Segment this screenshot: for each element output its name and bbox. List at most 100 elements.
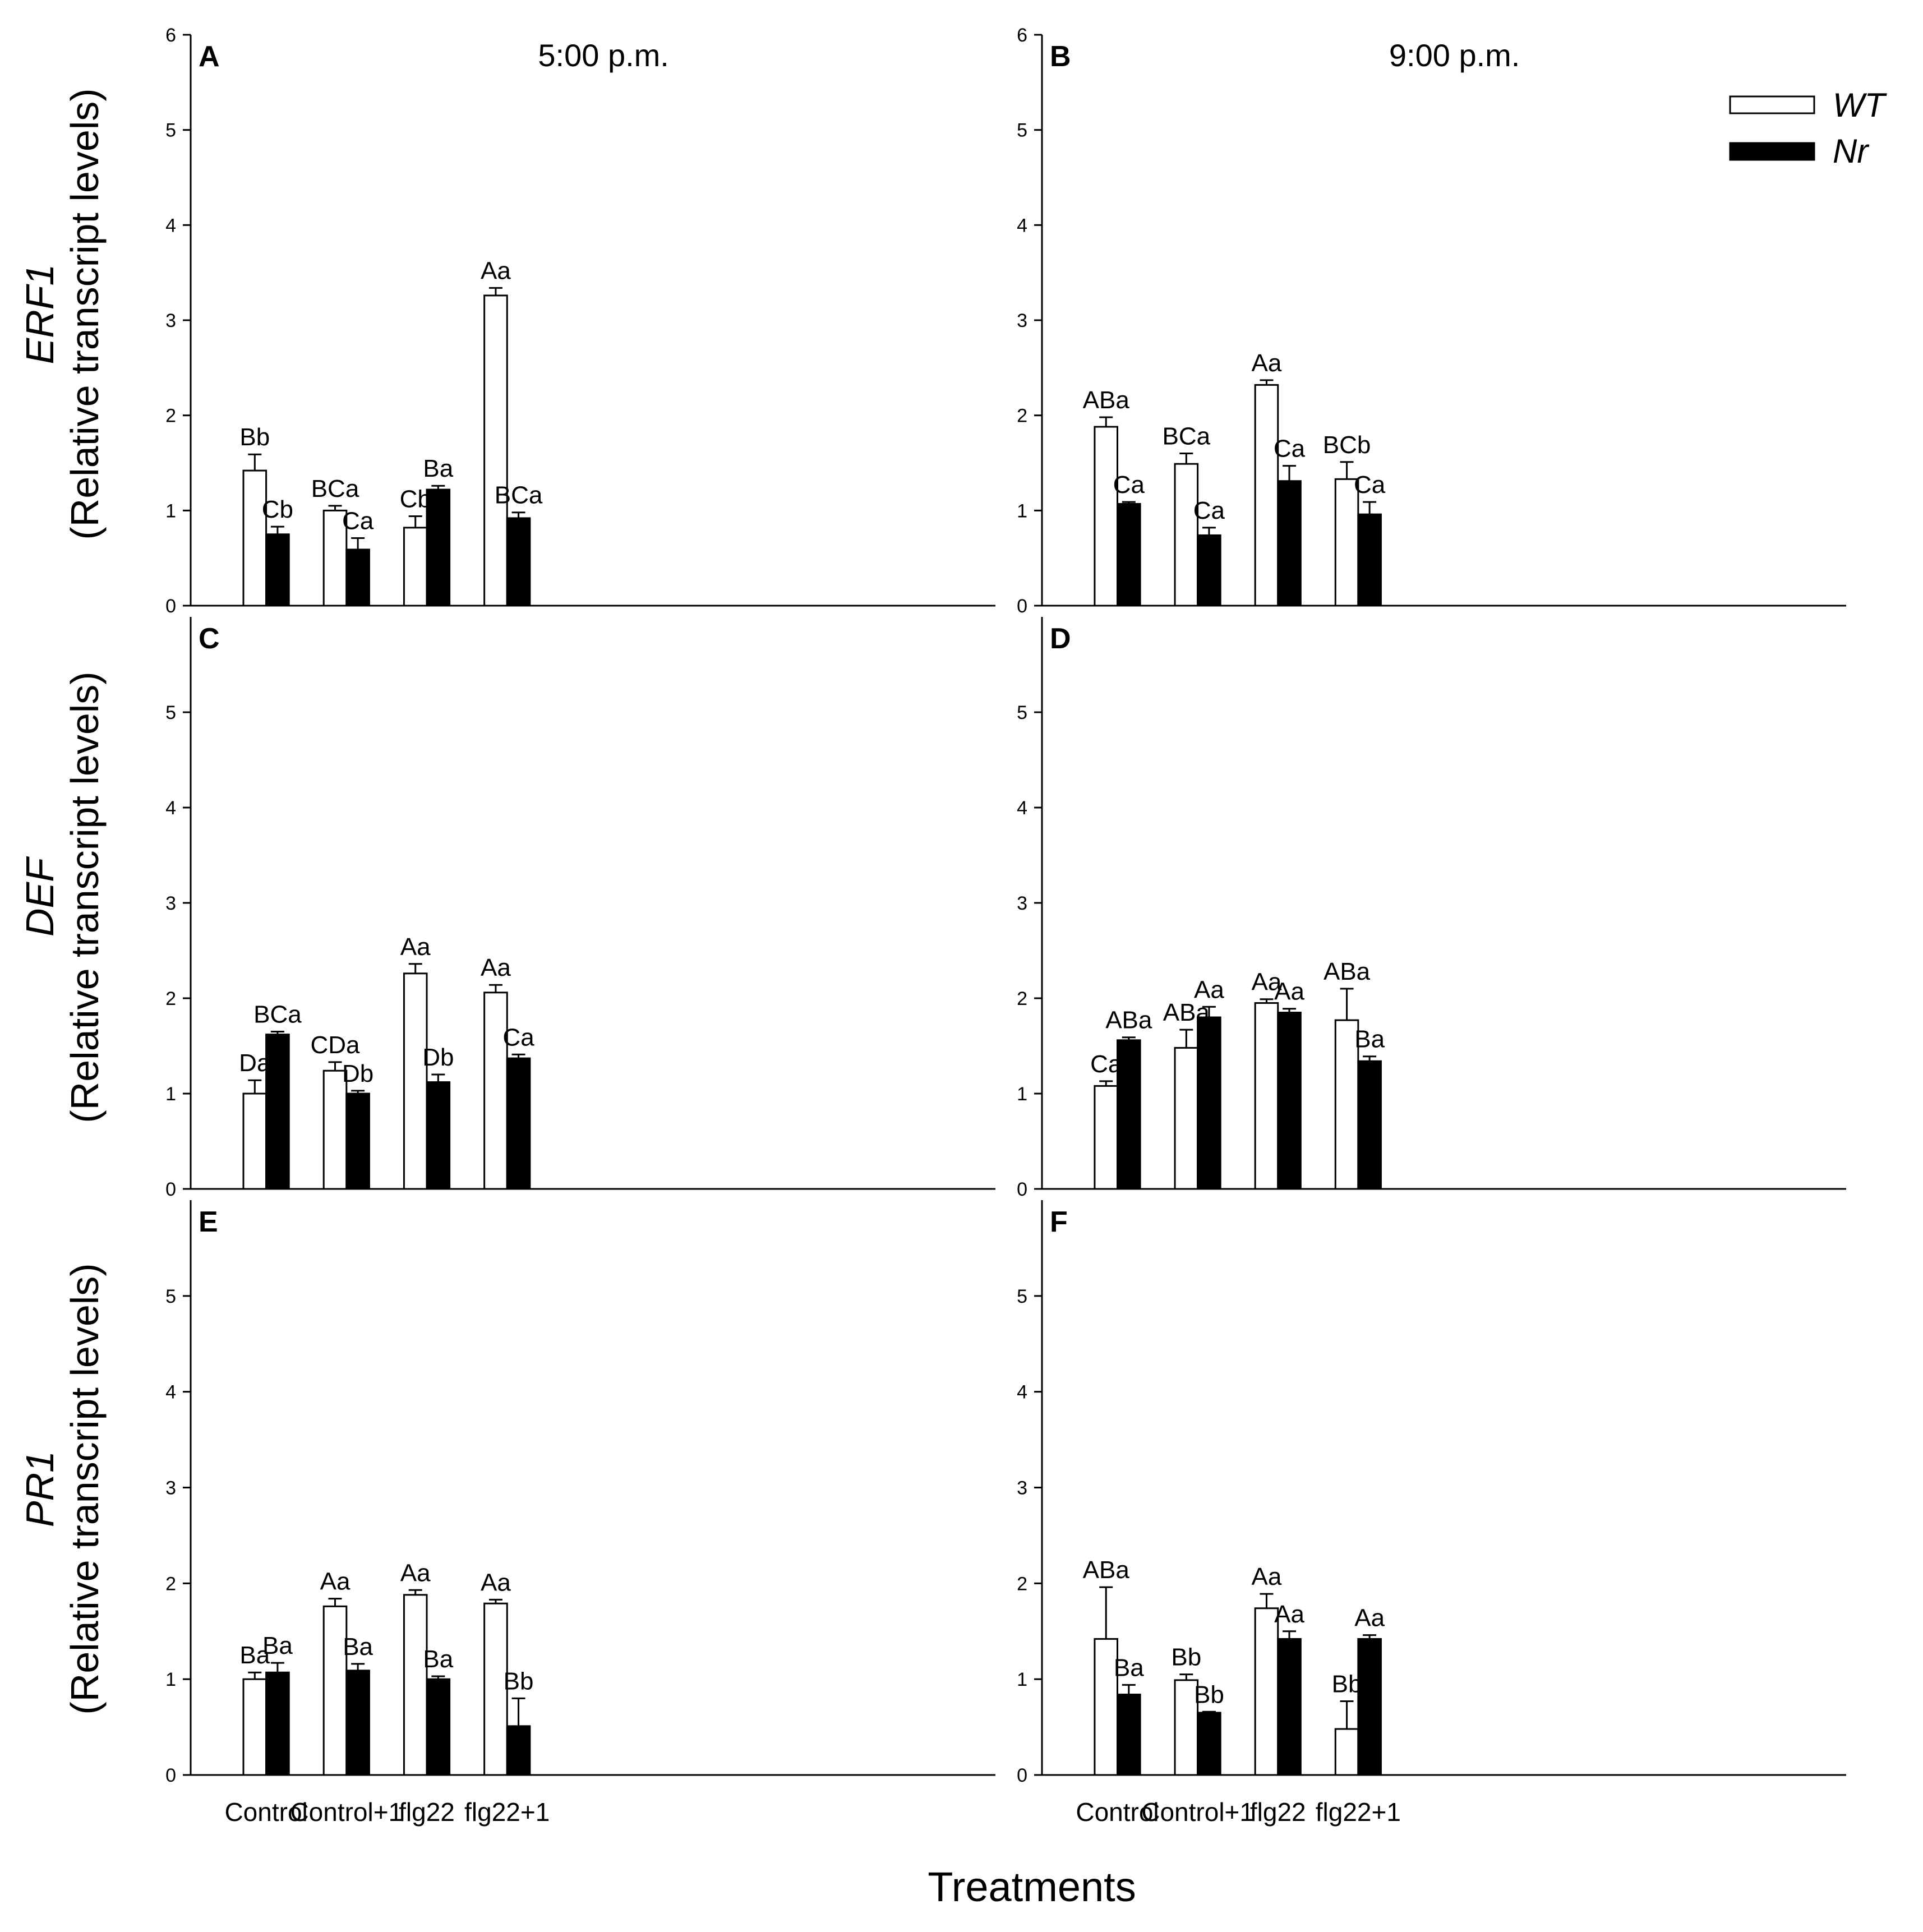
- significance-letter: Aa: [481, 1569, 511, 1596]
- significance-letter: Ba: [343, 1633, 373, 1661]
- significance-letter: ABa: [1105, 1007, 1152, 1034]
- significance-letter: Aa: [1252, 1563, 1282, 1590]
- significance-letter: Ba: [423, 455, 453, 482]
- bar-nr: [1277, 480, 1302, 607]
- legend-swatch-wt: [1729, 95, 1815, 114]
- bar-nr: [426, 488, 451, 607]
- bar-wt: [403, 972, 428, 1190]
- bar-nr: [1357, 513, 1382, 607]
- bar-wt: [1094, 1085, 1119, 1190]
- y-axis-relative-erf1: (Relative transcript levels): [63, 88, 107, 540]
- bar-wt: [1094, 426, 1119, 607]
- y-tick-label: 2: [165, 405, 176, 427]
- bar-nr: [1197, 1712, 1221, 1776]
- y-tick-label: 1: [1017, 1083, 1027, 1105]
- bar-wt: [1254, 1002, 1279, 1190]
- significance-letter: Ca: [502, 1023, 534, 1051]
- y-tick-label: 1: [165, 1083, 176, 1105]
- y-axis-title-erf1: ERF1 (Relative transcript levels): [18, 88, 107, 540]
- bar-nr: [345, 1092, 370, 1190]
- panel-e: 012345EBaBaControlAaBaControl+1AaBaflg22…: [165, 1200, 995, 1827]
- bar-nr: [1117, 1039, 1141, 1190]
- y-tick-label: 1: [165, 500, 176, 522]
- significance-letter: BCa: [495, 482, 543, 509]
- significance-letter: Bb: [1171, 1644, 1201, 1671]
- bar-nr: [1197, 1016, 1221, 1190]
- x-tick-label: Control: [224, 1797, 307, 1827]
- significance-letter: Cb: [262, 496, 293, 523]
- bar-nr: [345, 1670, 370, 1776]
- y-axis-gene-def: DEF: [18, 856, 62, 937]
- bar-wt: [403, 1594, 428, 1776]
- bar-wt: [1334, 478, 1359, 607]
- significance-letter: Ba: [1114, 1654, 1144, 1681]
- bar-nr: [1277, 1638, 1302, 1776]
- bar-nr: [506, 517, 531, 607]
- bar-wt: [483, 1602, 508, 1776]
- bar-wt: [242, 469, 268, 607]
- y-tick-label: 3: [165, 893, 176, 914]
- bar-nr: [426, 1081, 451, 1190]
- y-tick-label: 0: [165, 1179, 176, 1200]
- significance-letter: Aa: [1194, 976, 1224, 1003]
- y-tick-label: 1: [165, 1669, 176, 1690]
- y-axis-gene-pr1: PR1: [18, 1451, 62, 1527]
- panel-a: 0 1 2 3 4 5 6 A 5:00 p.m. Bb Cb BCa Ca Cb Ba Aa BCa: [165, 25, 995, 617]
- significance-letter: Cb: [400, 486, 431, 513]
- significance-letter: ABa: [1083, 386, 1130, 414]
- time-label: 5:00 p.m.: [538, 38, 668, 73]
- panel-letter: E: [199, 1206, 218, 1238]
- x-tick-label: Control+1: [1141, 1797, 1254, 1827]
- x-tick-label: flg22+1: [464, 1797, 550, 1827]
- bar-wt: [1334, 1728, 1359, 1776]
- bar-nr: [1357, 1060, 1382, 1190]
- bar-wt: [1254, 1607, 1279, 1776]
- significance-letter: Bb: [1194, 1681, 1224, 1708]
- y-tick-label: 5: [165, 702, 176, 723]
- significance-letter: BCa: [311, 475, 359, 502]
- y-tick-label: 3: [1017, 893, 1027, 914]
- legend-label-nr: Nr: [1833, 132, 1869, 170]
- y-tick-label: 2: [1017, 988, 1027, 1009]
- significance-letter: Aa: [1274, 978, 1304, 1006]
- significance-letter: Aa: [1274, 1601, 1304, 1628]
- panel-letter: C: [199, 623, 220, 655]
- significance-letter: Aa: [1252, 349, 1282, 377]
- significance-letter: Aa: [400, 933, 431, 961]
- bar-nr: [1357, 1638, 1382, 1776]
- significance-letter: Ca: [1274, 435, 1306, 463]
- bar-nr: [506, 1057, 531, 1190]
- bar-wt: [1174, 1046, 1199, 1190]
- legend-label-wt: WT: [1833, 86, 1888, 124]
- significance-letter: Ca: [1113, 471, 1145, 499]
- significance-letter: Ca: [342, 508, 374, 535]
- bar-wt: [322, 1605, 348, 1776]
- bar-wt: [242, 1092, 268, 1190]
- significance-letter: Aa: [400, 1559, 431, 1587]
- significance-letter: Aa: [320, 1568, 351, 1596]
- panel-letter: D: [1050, 623, 1071, 655]
- bar-nr: [265, 533, 290, 607]
- y-tick-label: 0: [1017, 1179, 1027, 1200]
- x-tick-label: flg22+1: [1316, 1797, 1401, 1827]
- y-tick-label: 2: [165, 1573, 176, 1594]
- y-tick-label: 4: [165, 797, 176, 819]
- significance-letter: Ba: [239, 1641, 270, 1669]
- bar-wt: [322, 1069, 348, 1190]
- y-tick-label: 1: [1017, 500, 1027, 522]
- x-tick-label: flg22: [399, 1797, 455, 1827]
- time-label: 9:00 p.m.: [1389, 38, 1520, 73]
- bar-nr: [265, 1671, 290, 1776]
- significance-letter: Db: [422, 1044, 454, 1071]
- y-tick-label: 3: [1017, 310, 1027, 331]
- x-tick-label: Control: [1076, 1797, 1159, 1827]
- y-tick-label: 4: [165, 215, 176, 236]
- bar-nr: [426, 1678, 451, 1776]
- bar-nr: [1277, 1012, 1302, 1190]
- y-axis-relative-pr1: (Relative transcript levels): [63, 1263, 107, 1714]
- y-tick-label: 2: [1017, 1573, 1027, 1594]
- significance-letter: BCb: [1323, 431, 1371, 459]
